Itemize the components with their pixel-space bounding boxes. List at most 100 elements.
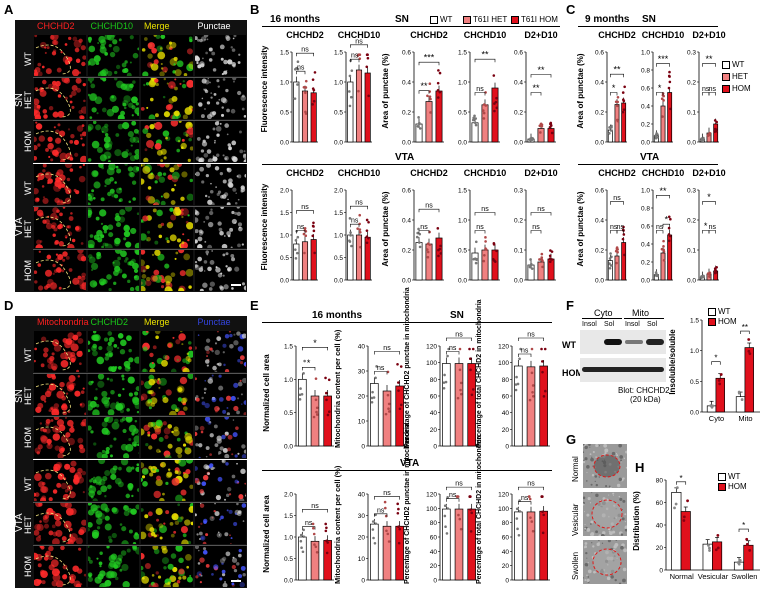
y-tick-label: 40 — [656, 523, 664, 530]
panel-label-d: D — [4, 298, 14, 313]
data-point — [549, 249, 552, 252]
y-tick-label: 20 — [358, 394, 366, 401]
sig-label: ns — [532, 224, 540, 231]
panel-label-e: E — [250, 298, 259, 313]
sig-label: * — [307, 358, 311, 368]
data-point — [538, 258, 541, 261]
sig-label: * — [679, 474, 682, 483]
data-point — [715, 120, 719, 124]
bar-hom-normal — [680, 511, 691, 571]
data-point — [469, 368, 472, 372]
data-point — [469, 357, 472, 361]
data-point — [667, 215, 671, 219]
sig-bracket — [530, 230, 542, 234]
data-point — [312, 415, 316, 419]
x-tick-label: Mito — [738, 414, 752, 423]
sig-label: ns — [377, 365, 385, 372]
c-legend-het: HET — [722, 72, 748, 81]
y-tick-label: 40 — [358, 344, 366, 351]
data-point — [709, 404, 713, 408]
data-point — [493, 260, 497, 263]
data-point — [383, 500, 387, 504]
data-point — [324, 529, 328, 533]
sig-bracket — [474, 58, 496, 63]
data-point — [293, 67, 297, 71]
bar-het — [660, 105, 666, 143]
data-point — [548, 260, 552, 264]
y-tick-label: 0.0 — [334, 278, 343, 285]
scale-bar — [231, 284, 241, 286]
sig-label: ns — [449, 345, 457, 352]
data-point — [371, 390, 374, 394]
data-point — [494, 100, 498, 104]
data-point — [718, 382, 722, 386]
data-point — [615, 261, 618, 265]
y-tick-label: 0.0 — [690, 410, 699, 417]
data-point — [517, 533, 521, 537]
y-tick-label: 0.5 — [334, 255, 343, 262]
data-point — [437, 69, 440, 72]
data-point — [428, 230, 431, 234]
micrograph-cell — [194, 164, 246, 205]
data-point — [468, 347, 471, 351]
data-point — [349, 231, 352, 234]
data-point — [492, 74, 496, 77]
data-point — [443, 504, 447, 508]
sig-bracket — [656, 230, 664, 234]
bar-hom — [667, 92, 673, 143]
bar-wt — [442, 508, 451, 581]
data-point — [539, 131, 542, 134]
data-point — [396, 502, 399, 506]
micrograph-cell — [87, 250, 139, 291]
data-point — [443, 373, 446, 377]
data-point — [737, 562, 741, 566]
data-point — [304, 112, 308, 115]
data-point — [396, 511, 400, 515]
micrograph-cell — [194, 503, 246, 544]
sig-bracket — [662, 223, 670, 228]
y-tick-label: 0.0 — [641, 278, 650, 285]
data-point — [541, 531, 545, 535]
y-tick-label: 0.2 — [687, 218, 696, 225]
micrograph-cell — [194, 121, 246, 162]
y-tick-label: 0.5 — [458, 248, 467, 255]
sig-label: ns — [537, 206, 545, 213]
data-point — [388, 410, 391, 413]
sig-label: ** — [659, 186, 667, 196]
data-point — [370, 396, 374, 400]
y-tick-label: 0.8 — [641, 68, 650, 75]
y-tick-label: 0.4 — [514, 80, 523, 87]
panel-label-h: H — [635, 460, 645, 475]
data-point — [707, 544, 710, 547]
micrograph-cell — [194, 35, 246, 76]
data-point — [531, 529, 535, 533]
micrograph-cell — [87, 460, 139, 501]
data-point — [398, 527, 402, 531]
data-point — [348, 240, 352, 243]
sig-bracket — [302, 347, 328, 351]
data-point — [482, 259, 486, 263]
data-point — [397, 541, 401, 545]
data-point — [396, 362, 399, 366]
sig-label: * — [707, 192, 711, 202]
data-point — [438, 247, 442, 251]
b-legend-wt-label: WT — [440, 15, 453, 24]
data-point — [438, 90, 442, 94]
y-tick-label: 1.5 — [280, 50, 289, 57]
data-point — [686, 499, 689, 503]
grid-row-separator — [33, 545, 247, 546]
bar-hom — [467, 363, 476, 447]
data-point — [301, 550, 305, 554]
b-legend-hom-swatch — [511, 15, 519, 24]
micrograph-cell — [87, 374, 139, 415]
data-point — [516, 382, 520, 386]
data-point — [314, 377, 318, 380]
data-point — [667, 86, 671, 90]
data-point — [622, 99, 626, 103]
e-divider-bottom — [262, 470, 552, 471]
data-point — [668, 75, 671, 78]
sig-label: ns — [383, 490, 391, 497]
